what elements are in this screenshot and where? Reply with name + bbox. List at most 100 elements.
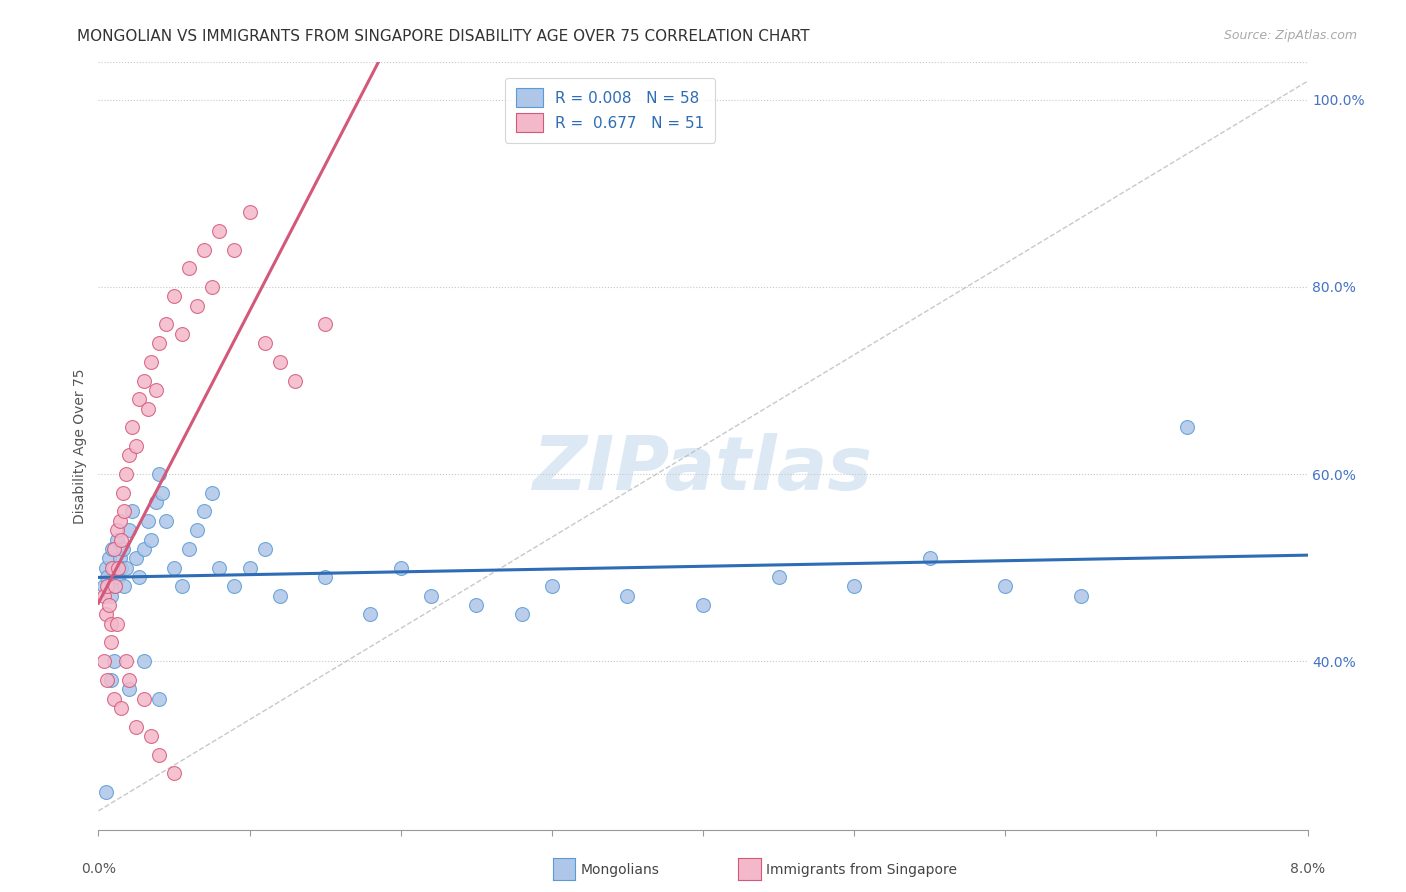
Point: [104, 579, 127, 593]
Point: [148, 467, 170, 481]
Point: [148, 336, 170, 351]
Point: [510, 607, 533, 622]
Point: [114, 467, 136, 481]
Text: MONGOLIAN VS IMMIGRANTS FROM SINGAPORE DISABILITY AGE OVER 75 CORRELATION CHART: MONGOLIAN VS IMMIGRANTS FROM SINGAPORE D…: [77, 29, 810, 44]
Point: [994, 579, 1017, 593]
Point: [132, 541, 155, 556]
Legend: R = 0.008   N = 58, R =  0.677   N = 51: R = 0.008 N = 58, R = 0.677 N = 51: [505, 78, 716, 143]
Point: [208, 224, 231, 238]
Point: [114, 654, 136, 668]
Point: [148, 691, 170, 706]
Point: [163, 560, 186, 574]
Point: [186, 299, 208, 313]
Point: [224, 579, 246, 593]
Point: [132, 654, 155, 668]
Point: [170, 579, 193, 593]
Point: [239, 205, 262, 219]
Point: [96, 579, 118, 593]
Point: [118, 673, 141, 687]
Point: [253, 336, 276, 351]
Point: [105, 523, 128, 537]
Point: [111, 541, 134, 556]
Point: [93, 589, 115, 603]
Point: [101, 541, 124, 556]
Point: [105, 533, 128, 547]
Point: [148, 747, 170, 762]
Point: [110, 560, 132, 574]
Point: [253, 541, 276, 556]
Point: [103, 691, 125, 706]
Point: [132, 374, 155, 388]
Text: ZIPatlas: ZIPatlas: [533, 433, 873, 506]
Point: [360, 607, 382, 622]
Text: 0.0%: 0.0%: [82, 863, 115, 876]
Point: [540, 579, 562, 593]
Point: [179, 541, 201, 556]
Point: [692, 598, 714, 612]
Point: [145, 495, 167, 509]
Point: [155, 318, 177, 332]
Point: [125, 439, 148, 453]
Point: [96, 673, 118, 687]
Point: [844, 579, 866, 593]
Point: [269, 355, 291, 369]
Point: [163, 766, 186, 780]
Point: [110, 533, 132, 547]
Point: [98, 551, 121, 566]
Text: Immigrants from Singapore: Immigrants from Singapore: [766, 863, 957, 877]
Point: [284, 374, 307, 388]
Point: [155, 514, 177, 528]
Point: [94, 785, 117, 799]
Point: [918, 551, 941, 566]
Point: [94, 607, 117, 622]
Point: [128, 570, 150, 584]
Point: [465, 598, 488, 612]
Point: [98, 598, 121, 612]
Point: [136, 401, 159, 416]
Point: [114, 560, 136, 574]
Point: [616, 589, 638, 603]
Point: [1070, 589, 1092, 603]
Point: [96, 570, 118, 584]
Point: [125, 551, 148, 566]
Point: [110, 701, 132, 715]
Point: [136, 514, 159, 528]
Point: [208, 560, 231, 574]
Point: [141, 729, 163, 743]
Point: [193, 243, 215, 257]
Point: [104, 579, 127, 593]
Point: [121, 420, 143, 434]
Point: [103, 541, 125, 556]
Point: [125, 720, 148, 734]
Point: [179, 261, 201, 276]
Point: [163, 289, 186, 303]
Point: [201, 280, 224, 294]
Point: [118, 523, 141, 537]
Point: [107, 560, 129, 574]
Point: [103, 654, 125, 668]
Point: [121, 504, 143, 518]
Point: [100, 635, 122, 649]
Point: [100, 589, 122, 603]
Text: Mongolians: Mongolians: [581, 863, 659, 877]
Point: [186, 523, 208, 537]
Point: [150, 485, 173, 500]
Point: [239, 560, 262, 574]
Point: [108, 551, 131, 566]
Point: [103, 560, 125, 574]
Point: [201, 485, 224, 500]
Point: [141, 533, 163, 547]
Point: [224, 243, 246, 257]
Point: [105, 616, 128, 631]
Point: [314, 318, 336, 332]
Point: [111, 485, 134, 500]
Point: [118, 682, 141, 697]
Y-axis label: Disability Age Over 75: Disability Age Over 75: [73, 368, 87, 524]
Point: [141, 355, 163, 369]
Point: [132, 691, 155, 706]
Point: [93, 579, 115, 593]
Point: [768, 570, 790, 584]
Point: [108, 514, 131, 528]
Point: [193, 504, 215, 518]
Point: [420, 589, 443, 603]
